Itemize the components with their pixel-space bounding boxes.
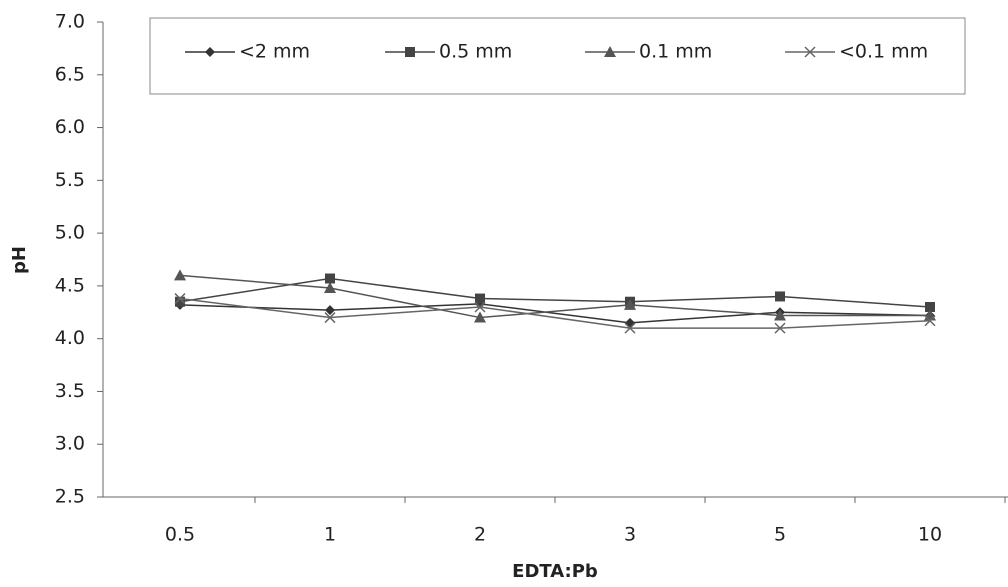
y-axis-title: pH (9, 246, 30, 274)
x-tick-label: 10 (918, 524, 942, 546)
y-tick-label: 7.0 (55, 11, 85, 33)
series-line (180, 275, 930, 317)
y-tick-label: 3.0 (55, 433, 85, 455)
marker (174, 269, 186, 280)
x-tick-label: 2 (474, 524, 486, 546)
legend-label: <2 mm (239, 41, 310, 63)
marker (625, 318, 635, 328)
marker (205, 47, 215, 57)
y-tick-label: 5.5 (55, 169, 85, 191)
x-axis-title: EDTA:Pb (512, 561, 598, 582)
x-tick-label: 0.5 (165, 524, 195, 546)
x-tick-label: 1 (324, 524, 336, 546)
marker (405, 47, 415, 57)
y-tick-label: 2.5 (55, 486, 85, 508)
page: {"chart_data": {"type": "line", "x_label… (0, 0, 1008, 587)
marker (475, 294, 485, 304)
y-tick-label: 3.5 (55, 380, 85, 402)
series-line (180, 279, 930, 308)
marker (775, 291, 785, 301)
y-tick-label: 5.0 (55, 222, 85, 244)
y-tick-label: 4.5 (55, 274, 85, 296)
y-tick-label: 6.5 (55, 63, 85, 85)
chart: EDTA:Pb pH 2.5 3.0 3.5 4.0 4.5 5.0 5.5 6.0 6.5 7.… (0, 0, 1008, 587)
y-tick-label: 4.0 (55, 327, 85, 349)
x-tick-label: 3 (624, 524, 636, 546)
legend-label: 0.1 mm (639, 41, 712, 63)
legend-label: 0.5 mm (439, 41, 512, 63)
legend-label: <0.1 mm (839, 41, 928, 63)
y-tick-label: 6.0 (55, 116, 85, 138)
x-tick-label: 5 (774, 524, 786, 546)
